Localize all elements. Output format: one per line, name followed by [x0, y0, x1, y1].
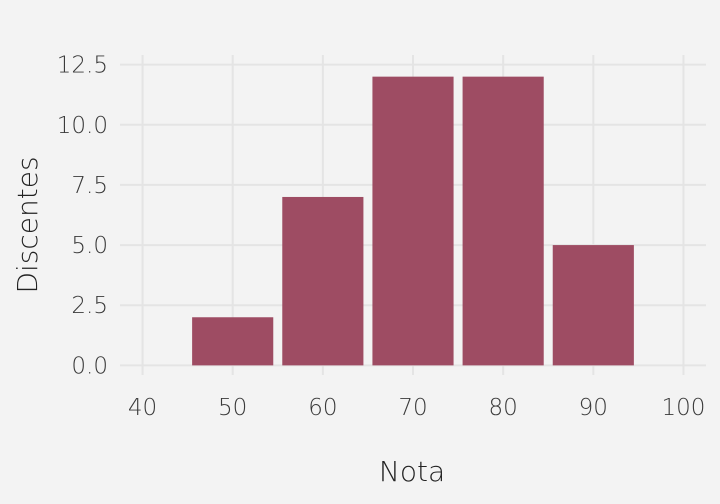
y-tick-label: 2.5 — [71, 293, 108, 319]
y-tick-label: 5.0 — [71, 233, 108, 259]
y-tick-label: 10.0 — [57, 113, 108, 139]
bar — [372, 76, 454, 366]
x-tick-label: 80 — [489, 395, 518, 421]
bars — [192, 76, 634, 366]
bar — [282, 196, 364, 366]
x-tick-label: 40 — [128, 395, 157, 421]
bar — [192, 317, 274, 366]
x-tick-label: 90 — [579, 395, 608, 421]
x-tick-label: 50 — [218, 395, 247, 421]
bar — [552, 245, 634, 366]
y-axis-title: Discentes — [11, 156, 44, 293]
x-tick-label: 100 — [662, 395, 706, 421]
x-tick-label: 60 — [308, 395, 337, 421]
y-tick-label: 7.5 — [71, 173, 108, 199]
x-axis-ticks: 40 50 60 70 80 90 100 — [128, 395, 706, 421]
y-axis-ticks: 0.0 2.5 5.0 7.5 10.0 12.5 — [57, 53, 108, 380]
bar — [462, 76, 544, 366]
y-tick-label: 0.0 — [71, 353, 108, 379]
x-axis-title: Nota — [379, 455, 445, 488]
x-tick-label: 70 — [398, 395, 427, 421]
y-tick-label: 12.5 — [57, 53, 108, 79]
